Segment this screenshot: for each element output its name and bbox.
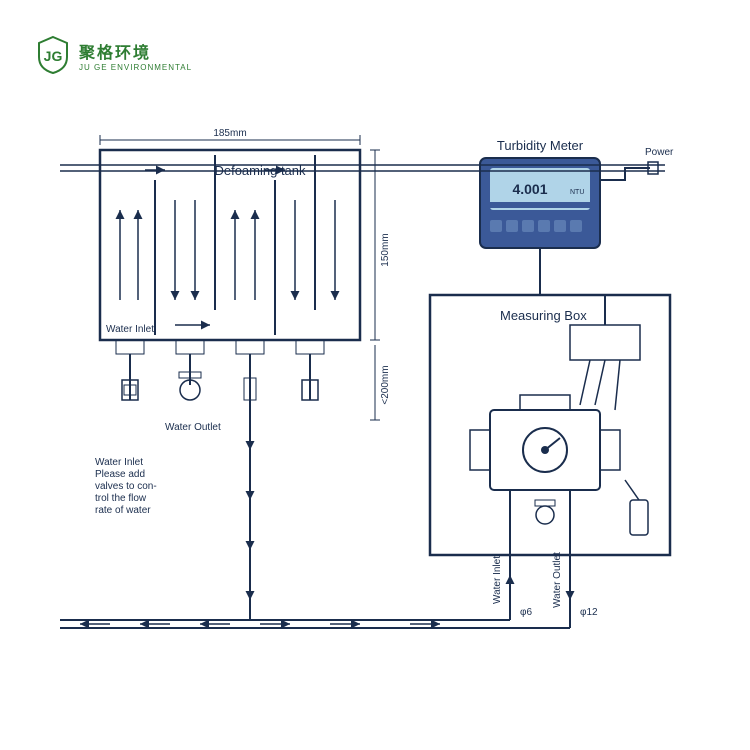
turbidity-meter-label: Turbidity Meter [497, 138, 584, 153]
height-dimension: 150mm [380, 233, 391, 266]
phi12-label: φ12 [580, 607, 598, 618]
mb-water-inlet: Water Inlet [492, 556, 503, 604]
system-diagram: 185mm Defoaming tank Water Inlet 150mm <… [60, 120, 700, 680]
meter-unit: NTU [570, 189, 584, 196]
svg-text:JG: JG [44, 48, 63, 64]
logo: JG 聚格环境 JU GE ENVIRONMENTAL [35, 35, 192, 75]
shield-icon: JG [35, 35, 71, 75]
inlet-note: Water Inlet Please add valves to con- tr… [95, 457, 159, 516]
power-label: Power [645, 147, 674, 158]
phi6-label: φ6 [520, 607, 532, 618]
sensor-assembly [470, 395, 620, 490]
measuring-box-label: Measuring Box [500, 308, 587, 323]
meter-reading: 4.001 [512, 181, 547, 197]
water-outlet-label: Water Outlet [165, 422, 221, 433]
water-inlet-small-label: Water Inlet [106, 324, 154, 335]
mb-water-outlet: Water Outlet [552, 552, 563, 608]
logo-english: JU GE ENVIRONMENTAL [79, 63, 192, 72]
tank-fittings [116, 340, 324, 354]
logo-chinese: 聚格环境 [79, 39, 192, 63]
below-dimension: <200mm [380, 365, 391, 404]
width-dimension: 185mm [213, 128, 246, 139]
